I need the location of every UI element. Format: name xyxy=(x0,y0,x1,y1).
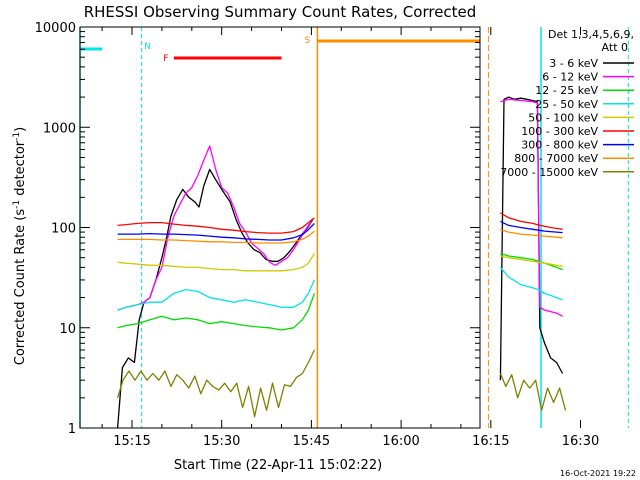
y-tick-label: 100 xyxy=(51,222,76,237)
x-tick-label: 16:30 xyxy=(562,434,599,449)
legend-label: 12 - 25 keV xyxy=(535,84,598,97)
y-axis: 1 10 100 1000 10000 xyxy=(35,21,480,437)
legend-label: 3 - 6 keV xyxy=(549,57,598,70)
legend-label: 50 - 100 keV xyxy=(528,111,598,124)
legend-label: 100 - 300 keV xyxy=(521,125,598,138)
series-line-800-7000-kev xyxy=(117,230,315,244)
x-tick-label: 15:30 xyxy=(203,434,240,449)
plot-area: N F S xyxy=(79,27,629,429)
y-axis-label: Corrected Count Rate (s-1 detector-1) xyxy=(12,127,28,365)
y-axis-label-end: ) xyxy=(13,127,28,132)
flag-label-saa: S xyxy=(305,36,311,46)
series-line-800-7000-kev xyxy=(500,229,563,239)
series-line-12-25-kev xyxy=(500,252,563,271)
y-tick-label: 10000 xyxy=(35,21,76,36)
y-tick-label: 10 xyxy=(59,322,76,337)
x-tick-label: 15:45 xyxy=(293,434,330,449)
legend-label: 800 - 7000 keV xyxy=(514,152,598,165)
y-tick-label: 1000 xyxy=(43,121,76,136)
series-line-3-6-kev xyxy=(499,96,564,381)
series-line-6-12-kev xyxy=(117,145,312,311)
y-axis-label-mid: detector xyxy=(13,140,28,200)
series-line-12-25-kev xyxy=(117,293,316,331)
date-stamp: 16-Oct-2021 19:22 xyxy=(560,469,636,478)
series-line-300-800-kev xyxy=(500,220,563,234)
legend-label: 300 - 800 keV xyxy=(521,139,598,152)
y-axis-label-main: Corrected Count Rate (s xyxy=(13,209,28,366)
legend-header-attenuator: Att 0 xyxy=(602,41,628,54)
flag-label-flare: F xyxy=(163,54,168,64)
legend-label: 7000 - 15000 keV xyxy=(500,166,598,179)
series-line-25-50-kev xyxy=(499,266,563,301)
y-tick-label: 1 xyxy=(68,422,76,437)
series-line-100-300-kev xyxy=(117,217,315,234)
legend-label: 6 - 12 keV xyxy=(542,71,598,84)
legend-label: 25 - 50 keV xyxy=(535,98,598,111)
series-line-6-12-kev xyxy=(500,98,563,317)
flag-bars: N F S xyxy=(80,36,480,64)
x-axis: 15:15 15:30 15:45 16:00 16:15 16:30 xyxy=(101,27,599,449)
series-lines xyxy=(116,96,567,429)
series-line-50-100-kev xyxy=(117,253,315,272)
series-line-100-300-kev xyxy=(500,212,563,230)
y-axis-label-exp2: -1 xyxy=(12,132,22,141)
series-line-7000-15000-kev xyxy=(499,373,567,411)
series-line-50-100-kev xyxy=(500,255,563,267)
y-axis-label-exp1: -1 xyxy=(12,200,22,209)
x-tick-label: 15:15 xyxy=(113,434,150,449)
legend-header-detectors: Det 1,3,4,5,6,9, xyxy=(548,28,634,41)
x-axis-label: Start Time (22-Apr-11 15:02:22) xyxy=(174,458,382,473)
series-line-25-50-kev xyxy=(117,279,315,311)
series-line-300-800-kev xyxy=(117,222,315,241)
x-tick-label: 16:00 xyxy=(382,434,419,449)
x-tick-label: 16:15 xyxy=(472,434,509,449)
series-line-7000-15000-kev xyxy=(116,349,315,418)
chart-title: RHESSI Observing Summary Count Rates, Co… xyxy=(84,3,477,21)
flag-label-night: N xyxy=(144,42,151,52)
